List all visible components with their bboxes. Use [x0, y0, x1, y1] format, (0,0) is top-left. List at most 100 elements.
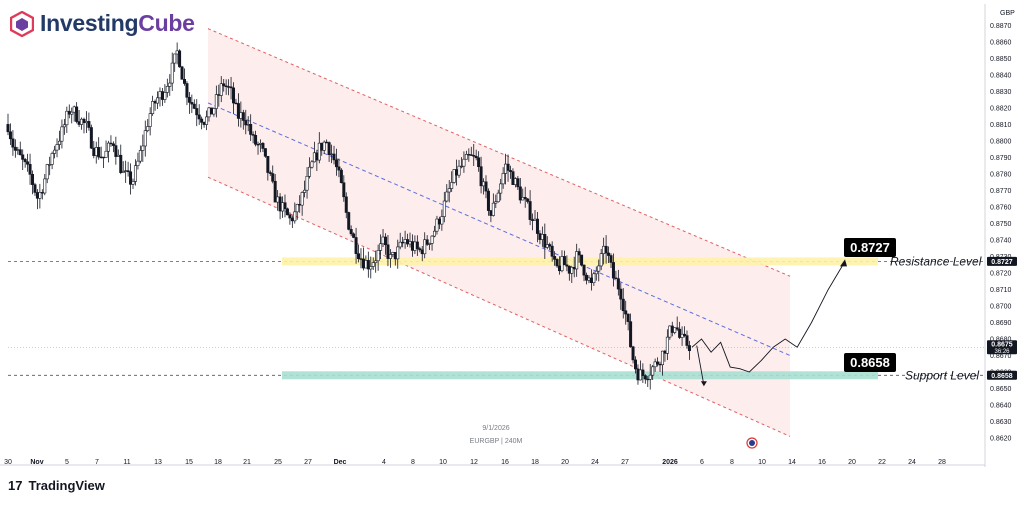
- candle-body: [664, 351, 666, 353]
- candle-body: [196, 108, 198, 114]
- candle-body: [522, 197, 524, 200]
- candle: [80, 118, 82, 130]
- candle-body: [536, 219, 538, 233]
- candle: [107, 141, 109, 163]
- candle-body: [218, 95, 220, 96]
- support-axis-badge: 0.8658: [987, 371, 1017, 380]
- candle: [134, 159, 136, 185]
- candle-body: [615, 278, 617, 279]
- candle-body: [468, 154, 470, 155]
- x-tick-label: 10: [758, 459, 766, 466]
- candle: [144, 121, 146, 157]
- candle-body: [656, 362, 658, 364]
- candle: [191, 95, 193, 113]
- candle: [176, 42, 178, 64]
- candle: [22, 149, 24, 170]
- candle: [46, 164, 48, 183]
- y-tick-label: 0.8710: [990, 287, 1012, 294]
- candle-body: [215, 95, 217, 109]
- candle-body: [110, 143, 112, 144]
- candle: [34, 183, 36, 196]
- channel-mid-line: [208, 103, 790, 356]
- candle-body: [232, 88, 234, 103]
- candle: [53, 146, 55, 158]
- candle-body: [622, 299, 624, 311]
- candle-body: [134, 166, 136, 182]
- candle-body: [409, 242, 411, 244]
- candle-body: [203, 122, 205, 124]
- candle-body: [151, 101, 153, 113]
- economic-event-icon[interactable]: [747, 438, 757, 448]
- candle-body: [374, 261, 376, 263]
- candle-body: [296, 204, 298, 211]
- candle-body: [308, 167, 310, 176]
- candle-body: [531, 220, 533, 221]
- y-tick-label: 0.8850: [990, 56, 1012, 63]
- candle: [31, 170, 33, 194]
- candle-body: [448, 189, 450, 192]
- candle: [7, 114, 9, 135]
- brand-name-part1: Investing: [40, 10, 138, 36]
- candle-body: [227, 87, 229, 88]
- candle-body: [311, 162, 313, 167]
- current-price-axis-badge-value: 0.8675: [991, 342, 1013, 349]
- candle-body: [671, 326, 673, 333]
- candle: [12, 130, 14, 156]
- candle: [644, 374, 646, 383]
- y-tick-label: 0.8770: [990, 188, 1012, 195]
- candle-body: [669, 326, 671, 337]
- candle-body: [355, 237, 357, 253]
- candle: [210, 108, 212, 114]
- candle: [159, 87, 161, 106]
- x-tick-label: 24: [591, 459, 599, 466]
- candle-body: [137, 161, 139, 166]
- candle-body: [257, 144, 259, 145]
- candle-body: [575, 252, 577, 269]
- candle-body: [249, 124, 251, 134]
- candle-body: [85, 121, 87, 122]
- candle-body: [66, 111, 68, 125]
- candle-body: [399, 242, 401, 247]
- candle-body: [571, 267, 573, 273]
- candle: [132, 179, 134, 189]
- candle: [139, 146, 141, 164]
- x-tick-label: 11: [123, 459, 130, 466]
- candle-body: [51, 153, 53, 164]
- candle-body: [24, 159, 26, 161]
- x-tick-label: 8: [411, 459, 415, 466]
- candle-body: [453, 170, 455, 183]
- candle: [73, 106, 75, 122]
- candle-body: [394, 252, 396, 259]
- tradingview-footer: 17 TradingView: [8, 478, 105, 493]
- candle-body: [348, 212, 350, 229]
- candle-body: [605, 246, 607, 253]
- resistance-zone-band: [282, 257, 878, 265]
- candle-body: [654, 362, 656, 367]
- y-tick-label: 0.8870: [990, 23, 1012, 30]
- candle-body: [58, 141, 60, 144]
- candle-body: [642, 370, 644, 376]
- candle-body: [497, 193, 499, 202]
- candle-body: [485, 182, 487, 191]
- x-tick-label: Dec: [334, 459, 347, 466]
- support-level-label: Support Level: [905, 368, 979, 382]
- candle-body: [205, 117, 207, 125]
- candle-body: [178, 51, 180, 67]
- candle-body: [610, 256, 612, 263]
- x-tick-label: 28: [938, 459, 946, 466]
- candle-body: [90, 128, 92, 149]
- candle-body: [124, 171, 126, 172]
- candle-body: [330, 154, 332, 155]
- candle-body: [186, 84, 188, 98]
- candle-body: [382, 237, 384, 244]
- candle: [120, 145, 122, 175]
- candle-body: [389, 254, 391, 258]
- candle-body: [649, 375, 651, 379]
- candle-body: [473, 155, 475, 156]
- candle-body: [306, 176, 308, 190]
- candle-body: [588, 278, 590, 280]
- y-tick-label: 0.8750: [990, 221, 1012, 228]
- candle-body: [44, 179, 46, 193]
- candle-body: [350, 229, 352, 233]
